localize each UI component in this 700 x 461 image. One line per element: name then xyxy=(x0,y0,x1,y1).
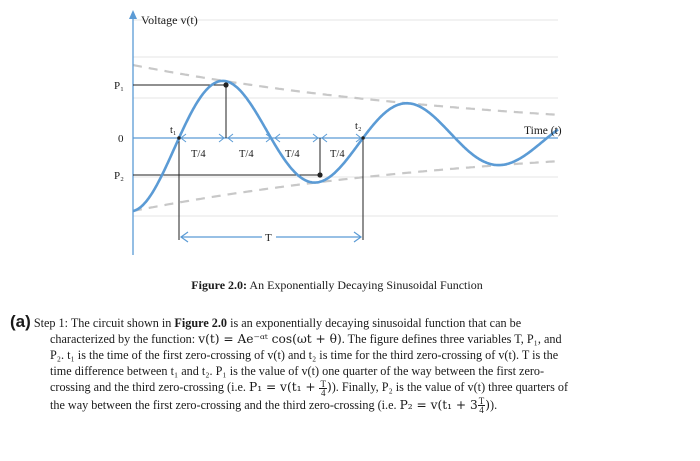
t2-point xyxy=(361,136,365,140)
formula: P₂ = v(t₁ + 3 xyxy=(399,397,478,412)
problem-line-3: P₂. t₁ is the time of the first zero-cro… xyxy=(50,348,559,362)
caption-text: An Exponentially Decaying Sinusoidal Fun… xyxy=(247,278,483,292)
lower-envelope xyxy=(132,160,558,213)
problem-line-4: time difference between t₁ and t₂. P₁ is… xyxy=(50,364,545,378)
decaying-sinusoid-figure: Voltage v(t) Time (t) P₁ 0 P₂ t₁ t₂ T/4 … xyxy=(114,10,562,255)
quarter-arrows xyxy=(180,133,362,143)
figure-reference: Figure 2.0 xyxy=(174,316,228,330)
arrowhead-left-icon xyxy=(179,231,189,243)
problem-line-6: the way between the first zero-crossing … xyxy=(50,397,620,415)
quarter-label-2: T/4 xyxy=(239,149,254,160)
y-axis-label: Voltage v(t) xyxy=(141,13,198,27)
fraction-numerator: T xyxy=(319,378,327,389)
quarter-label-3: T/4 xyxy=(285,149,300,160)
zero-tick-label: 0 xyxy=(118,133,124,145)
problem-text: is an exponentially decaying sinusoidal … xyxy=(227,316,522,330)
t2-label: t₂ xyxy=(355,121,362,132)
arrowhead-icon xyxy=(274,133,281,143)
arrowhead-icon xyxy=(321,133,328,143)
arrowhead-right-icon xyxy=(353,231,363,243)
part-label: (a) xyxy=(10,312,31,331)
problem-line-5: crossing and the third zero-crossing (i.… xyxy=(50,379,620,397)
arrowhead-icon xyxy=(218,133,225,143)
y-axis-arrow-icon xyxy=(129,10,137,19)
period-arrow xyxy=(179,231,363,243)
arrowhead-icon xyxy=(265,133,272,143)
t1-label: t₁ xyxy=(170,125,177,136)
p2-point xyxy=(317,172,323,178)
figure-caption: Figure 2.0: An Exponentially Decaying Si… xyxy=(0,278,674,293)
arrowhead-icon xyxy=(355,133,362,143)
fraction-denominator: 4 xyxy=(479,405,484,416)
formula: v(t) = Ae⁻ᵅᵗ cos(ωt + θ) xyxy=(198,332,342,346)
period-label: T xyxy=(265,232,272,244)
formula: P₁ = v(t₁ + xyxy=(249,380,320,394)
problem-text: Step 1: The circuit shown in xyxy=(33,316,175,330)
sinusoid-curve xyxy=(132,79,559,213)
quarter-label-4: T/4 xyxy=(330,149,345,160)
x-axis-label: Time (t) xyxy=(524,125,562,137)
upper-envelope xyxy=(132,63,558,116)
problem-line-2: characterized by the function: v(t) = Ae… xyxy=(50,331,620,347)
problem-statement: (a) Step 1: The circuit shown in Figure … xyxy=(10,313,620,415)
arrowhead-icon xyxy=(180,133,187,143)
problem-text: characterized by the function: xyxy=(50,332,199,346)
arrowhead-icon xyxy=(312,133,319,143)
t1-point xyxy=(177,136,181,140)
arrowhead-icon xyxy=(227,133,234,143)
caption-figure-number: Figure 2.0: xyxy=(191,278,248,292)
gridlines xyxy=(133,19,558,217)
problem-text: crossing and the third zero-crossing (i.… xyxy=(50,380,250,394)
problem-text: . The figure defines three variables T, … xyxy=(341,332,562,346)
p1-tick-label: P₁ xyxy=(114,80,124,92)
formula: ) xyxy=(326,380,332,394)
problem-text: ). Finally, P₂ is the value of v(t) thre… xyxy=(331,380,569,394)
problem-line-1: (a) Step 1: The circuit shown in Figure … xyxy=(10,312,620,331)
p2-tick-label: P₂ xyxy=(114,170,124,182)
p1-point xyxy=(223,82,229,88)
formula: ) xyxy=(485,397,491,412)
quarter-label-1: T/4 xyxy=(191,149,206,160)
problem-text: the way between the first zero-crossing … xyxy=(50,397,400,412)
fraction-denominator: 4 xyxy=(320,387,326,398)
problem-text: ). xyxy=(490,397,498,412)
fraction-numerator: T xyxy=(477,396,486,407)
